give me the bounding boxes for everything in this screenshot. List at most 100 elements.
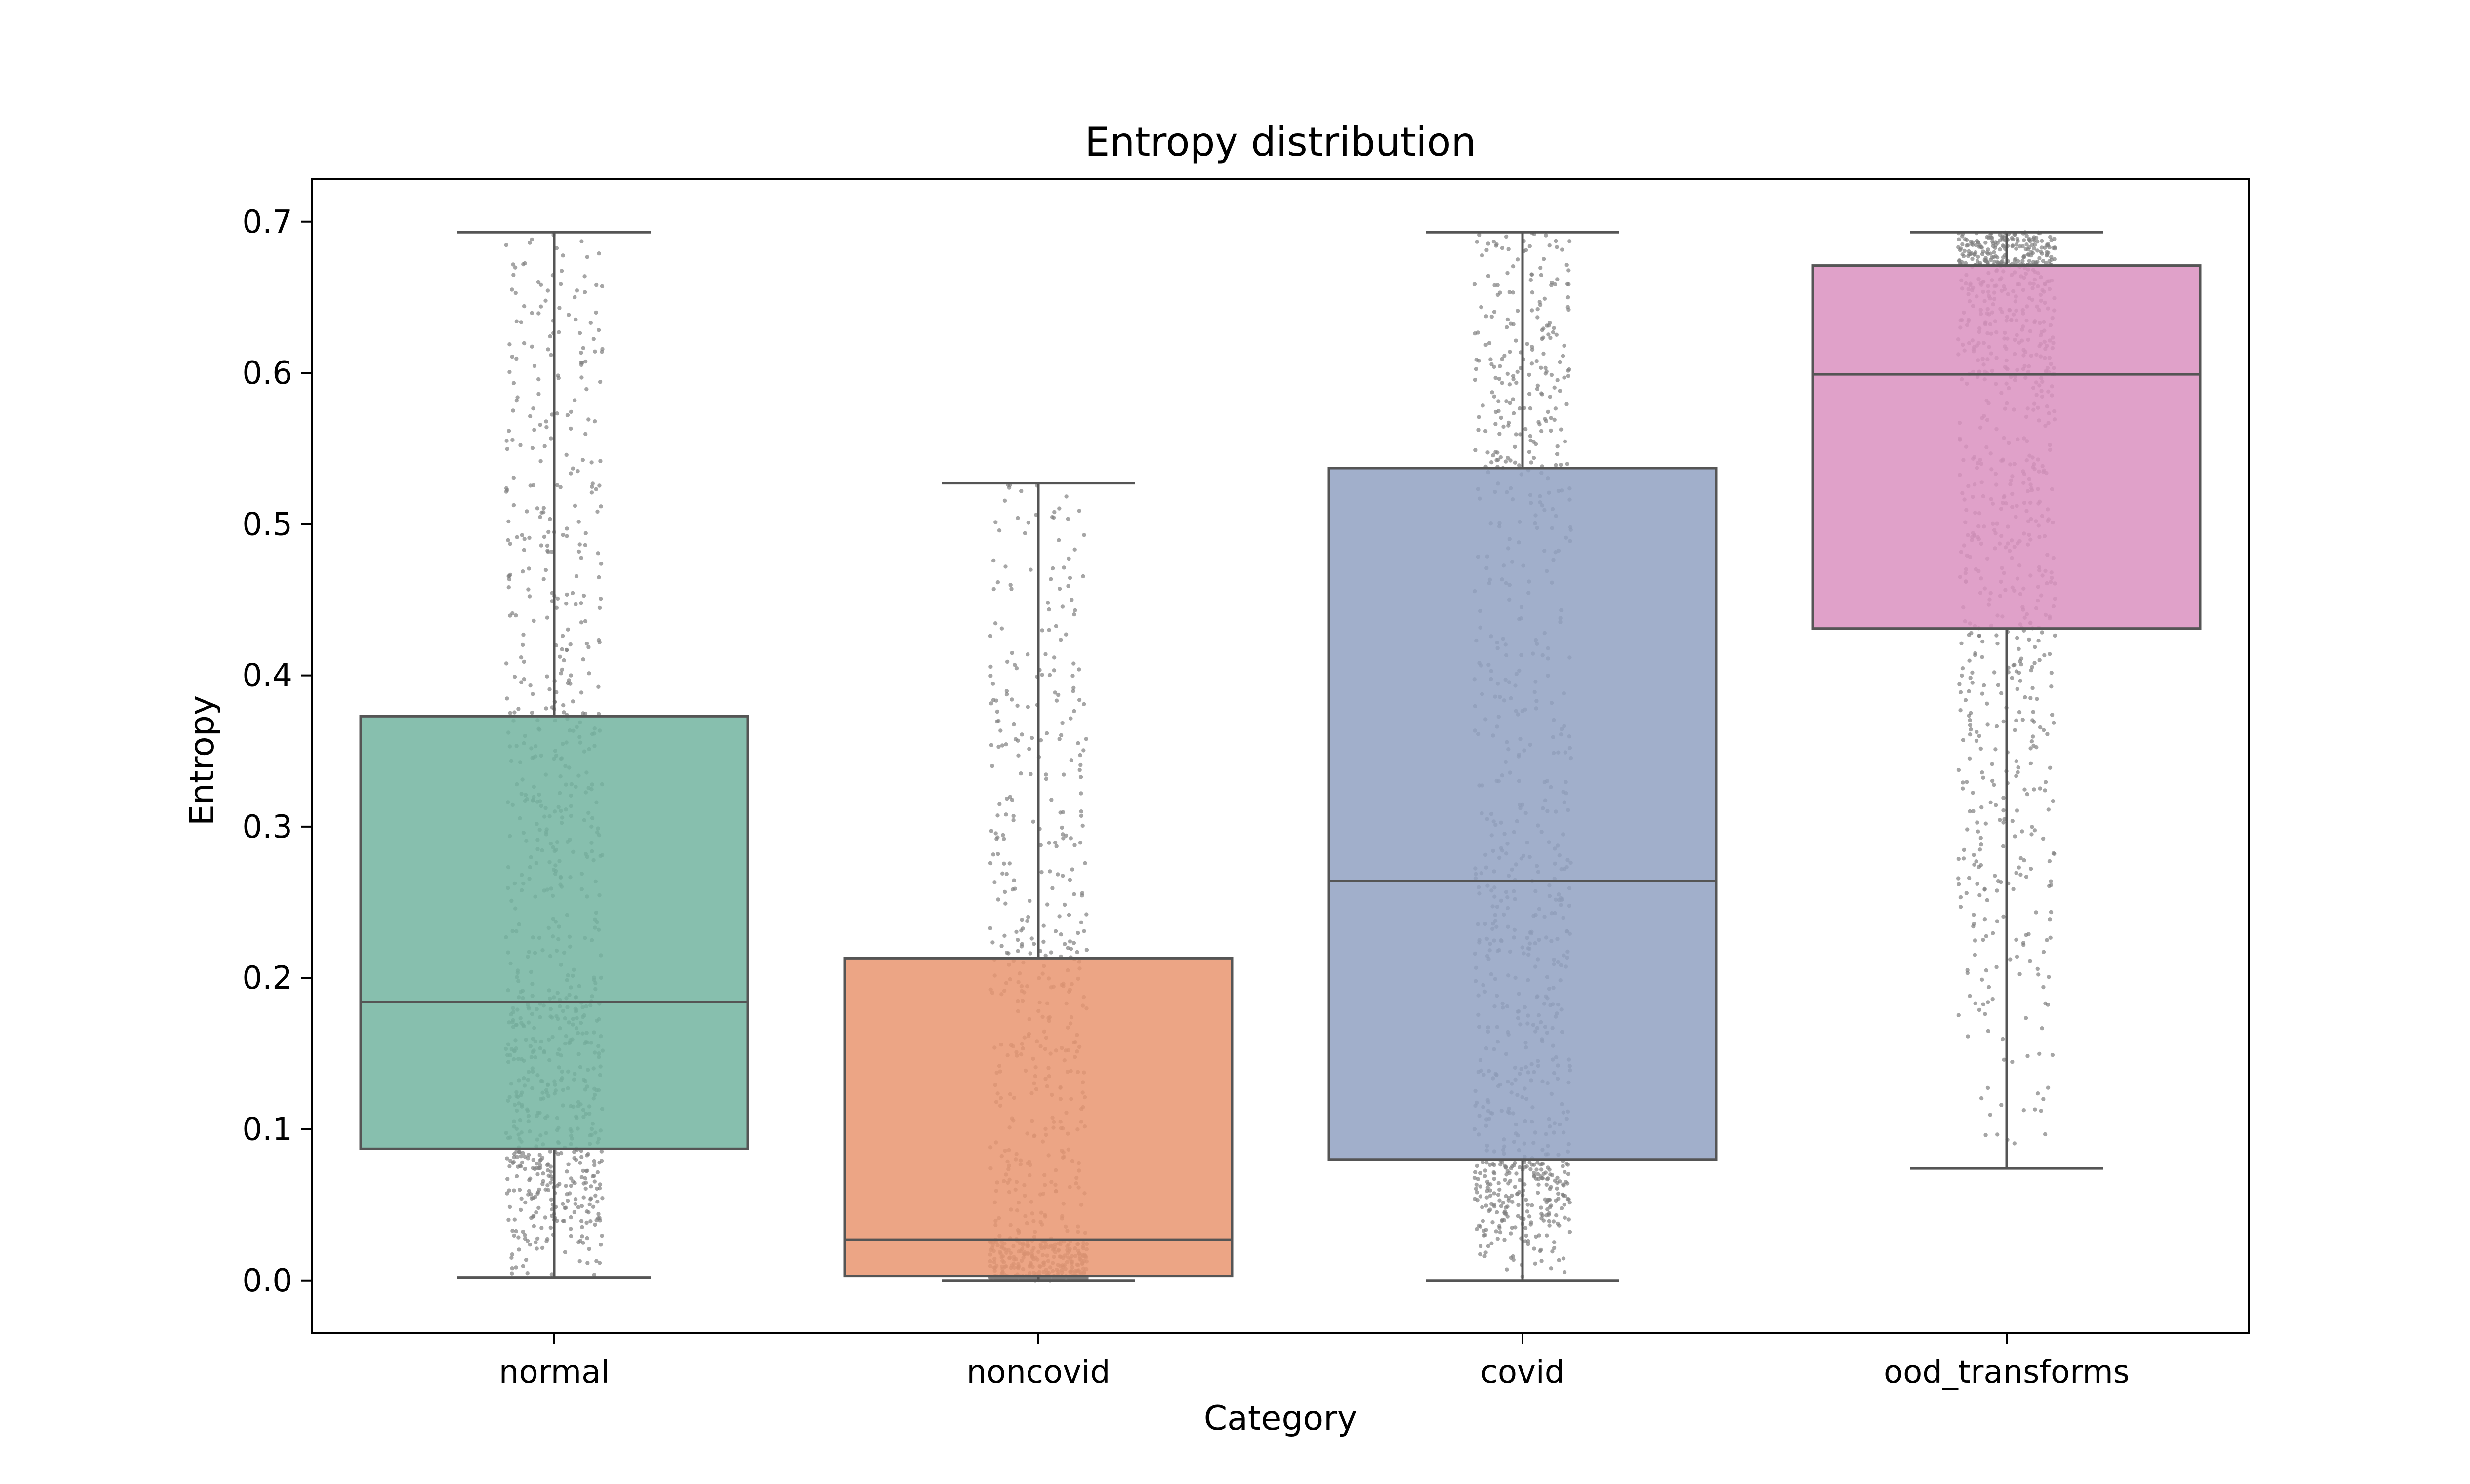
boxes-layer: [359, 231, 2202, 1282]
strip-point: [1996, 261, 2001, 265]
strip-point: [1053, 841, 1058, 845]
strip-point: [2010, 819, 2015, 823]
strip-point: [1564, 263, 1569, 267]
strip-point: [1541, 1218, 1546, 1223]
strip-point: [1518, 1178, 1522, 1182]
strip-point: [1483, 429, 1488, 434]
strip-point: [516, 707, 521, 711]
strip-point: [1545, 1233, 1549, 1238]
strip-point: [1052, 668, 1057, 673]
strip-point: [2028, 867, 2033, 871]
strip-point: [512, 1233, 516, 1238]
strip-point: [1029, 936, 1034, 941]
strip-point: [1539, 1205, 1543, 1210]
strip-point: [1549, 372, 1554, 377]
strip-point: [1981, 1002, 1985, 1006]
strip-point: [1967, 876, 1972, 881]
strip-point: [2049, 879, 2053, 883]
strip-point: [1050, 515, 1055, 520]
strip-point: [1508, 350, 1512, 354]
strip-point: [1069, 716, 1073, 721]
strip-point: [2041, 1097, 2046, 1101]
strip-point: [1484, 1161, 1489, 1165]
strip-point: [514, 319, 519, 323]
strip-point: [559, 1151, 564, 1156]
strip-point: [530, 344, 535, 349]
strip-point: [549, 1197, 554, 1202]
strip-point: [1496, 399, 1501, 403]
strip-point: [1980, 770, 1984, 775]
strip-point: [531, 1158, 535, 1162]
strip-point: [1047, 628, 1051, 632]
strip-point: [1983, 241, 1988, 245]
strip-point: [1563, 1215, 1567, 1220]
strip-point: [592, 1179, 597, 1184]
strip-point: [1976, 240, 1980, 245]
strip-point: [1508, 458, 1513, 463]
strip-point: [1481, 1160, 1485, 1164]
strip-point: [995, 813, 1000, 818]
strip-point: [1528, 1167, 1533, 1172]
strip-point: [2038, 725, 2043, 730]
strip-point: [573, 1197, 578, 1202]
strip-point: [1538, 266, 1543, 270]
strip-point: [593, 1222, 597, 1227]
strip-point: [514, 1265, 518, 1270]
strip-point: [2019, 662, 2023, 667]
strip-point: [1960, 666, 1965, 671]
strip-point: [988, 674, 993, 678]
strip-point: [594, 310, 598, 315]
strip-point: [1476, 428, 1481, 432]
strip-point: [1019, 771, 1023, 776]
strip-point: [2040, 630, 2044, 635]
strip-point: [1567, 367, 1571, 372]
strip-point: [2021, 943, 2026, 947]
strip-point: [2033, 645, 2037, 649]
strip-point: [1481, 403, 1485, 408]
strip-point: [988, 664, 993, 669]
strip-point: [543, 1187, 548, 1192]
strip-point: [2022, 238, 2026, 242]
strip-point: [1002, 498, 1007, 503]
strip-point: [1545, 1177, 1550, 1182]
strip-point: [2051, 851, 2056, 855]
strip-point: [1541, 326, 1546, 331]
strip-point: [1076, 930, 1080, 935]
strip-point: [1061, 836, 1066, 841]
strip-point: [1484, 1228, 1488, 1232]
strip-point: [1481, 1219, 1485, 1223]
strip-point: [2043, 780, 2048, 784]
strip-point: [1072, 709, 1076, 714]
strip-point: [1483, 1168, 1487, 1173]
strip-point: [1552, 385, 1557, 390]
strip-point: [1990, 778, 1995, 783]
strip-point: [1488, 357, 1493, 361]
strip-point: [521, 1151, 526, 1156]
strip-point: [535, 1191, 540, 1196]
strip-point: [1080, 891, 1084, 895]
strip-point: [1543, 417, 1547, 421]
strip-point: [1013, 737, 1018, 741]
strip-point: [549, 1213, 554, 1218]
strip-point: [1984, 968, 1988, 973]
strip-point: [1079, 920, 1083, 925]
strip-point: [1016, 949, 1020, 953]
strip-point: [592, 1273, 597, 1277]
strip-point: [510, 1266, 515, 1271]
strip-point: [1071, 941, 1076, 945]
strip-point: [526, 587, 531, 592]
strip-point: [1559, 463, 1563, 467]
strip-point: [1514, 432, 1519, 437]
strip-point: [2024, 242, 2029, 247]
strip-point: [2040, 1026, 2044, 1031]
strip-point: [995, 835, 1000, 840]
strip-point: [555, 1183, 560, 1188]
strip-point: [521, 569, 525, 574]
strip-point: [554, 246, 559, 250]
strip-point: [2050, 713, 2055, 717]
strip-point: [2047, 859, 2052, 864]
strip-point: [505, 1191, 509, 1196]
strip-point: [1956, 768, 1961, 772]
strip-point: [541, 1179, 545, 1183]
strip-point: [2043, 245, 2047, 250]
